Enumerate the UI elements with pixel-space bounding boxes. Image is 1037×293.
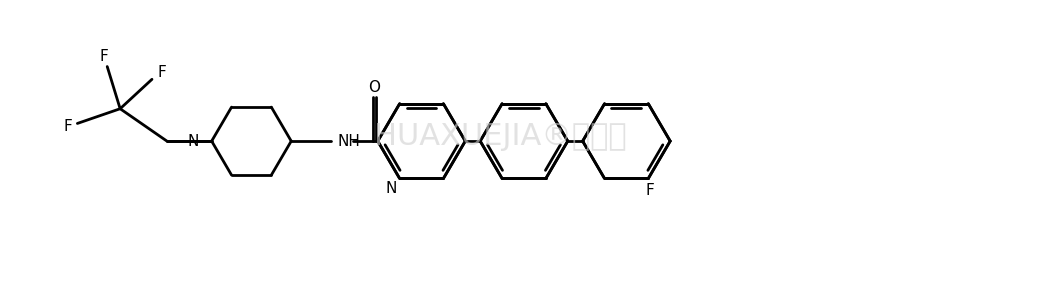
Text: HUAXUEJIA®化学加: HUAXUEJIA®化学加 [373, 122, 626, 151]
Text: F: F [100, 49, 109, 64]
Text: N: N [188, 134, 199, 149]
Text: F: F [63, 119, 72, 134]
Text: N: N [386, 181, 397, 196]
Text: F: F [158, 65, 166, 80]
Text: O: O [368, 80, 380, 95]
Text: F: F [646, 183, 654, 198]
Text: NH: NH [338, 134, 361, 149]
